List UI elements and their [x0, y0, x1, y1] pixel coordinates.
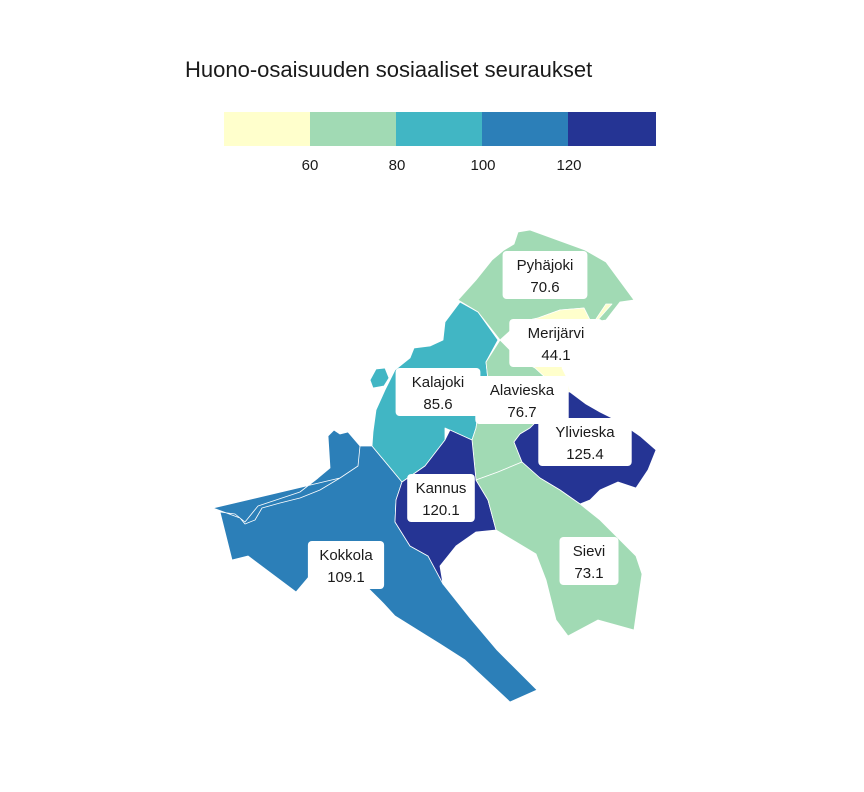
- label-kalajoki: Kalajoki 85.6: [395, 368, 481, 416]
- label-value-merijarvi: 44.1: [541, 347, 570, 364]
- label-value-kannus: 120.1: [422, 502, 460, 519]
- label-sievi: Sievi 73.1: [559, 537, 619, 585]
- label-ylivieska: Ylivieska 125.4: [538, 418, 632, 466]
- label-pyhajoki: Pyhäjoki 70.6: [502, 251, 588, 299]
- label-name-alavieska: Alavieska: [490, 382, 555, 399]
- label-value-ylivieska: 125.4: [566, 446, 604, 463]
- legend-swatch-4: [482, 112, 569, 146]
- label-name-kalajoki: Kalajoki: [412, 374, 465, 391]
- label-kokkola: Kokkola 109.1: [307, 541, 385, 589]
- label-kannus: Kannus 120.1: [407, 474, 475, 522]
- legend-tick-120: 120: [556, 157, 581, 174]
- label-merijarvi: Merijärvi 44.1: [509, 319, 603, 367]
- label-name-ylivieska: Ylivieska: [555, 424, 615, 441]
- label-name-kokkola: Kokkola: [319, 547, 373, 564]
- label-name-merijarvi: Merijärvi: [528, 325, 585, 342]
- region-labels: Kokkola 109.1 Kalajoki 85.6 Pyhäjoki 70.6 Meri…: [307, 251, 632, 589]
- legend-tick-100: 100: [470, 157, 495, 174]
- map-title: Huono-osaisuuden sosiaaliset seuraukset: [185, 57, 592, 82]
- legend-swatch-5: [568, 112, 656, 146]
- label-box-kokkola: [307, 541, 385, 589]
- label-value-kalajoki: 85.6: [423, 396, 452, 413]
- label-box-sievi: [559, 537, 619, 585]
- legend-swatch-3: [396, 112, 483, 146]
- label-value-sievi: 73.1: [574, 565, 603, 582]
- label-box-alavieska: [475, 376, 569, 424]
- legend-tick-80: 80: [389, 157, 406, 174]
- label-box-kannus: [407, 474, 475, 522]
- label-name-kannus: Kannus: [416, 480, 467, 497]
- legend-swatch-2: [310, 112, 397, 146]
- legend-swatch-1: [224, 112, 311, 146]
- label-value-alavieska: 76.7: [507, 404, 536, 421]
- label-name-pyhajoki: Pyhäjoki: [517, 257, 574, 274]
- label-box-merijarvi: [509, 319, 603, 367]
- color-legend: 60 80 100 120: [224, 112, 656, 174]
- label-box-kalajoki: [395, 368, 481, 416]
- label-value-kokkola: 109.1: [327, 569, 365, 586]
- region-kalajoki-island: [369, 367, 390, 389]
- label-value-pyhajoki: 70.6: [530, 279, 559, 296]
- legend-tick-60: 60: [302, 157, 319, 174]
- label-box-ylivieska: [538, 418, 632, 466]
- region-sievi[interactable]: [475, 461, 643, 637]
- label-alavieska: Alavieska 76.7: [475, 376, 569, 424]
- label-box-pyhajoki: [502, 251, 588, 299]
- label-name-sievi: Sievi: [573, 543, 606, 560]
